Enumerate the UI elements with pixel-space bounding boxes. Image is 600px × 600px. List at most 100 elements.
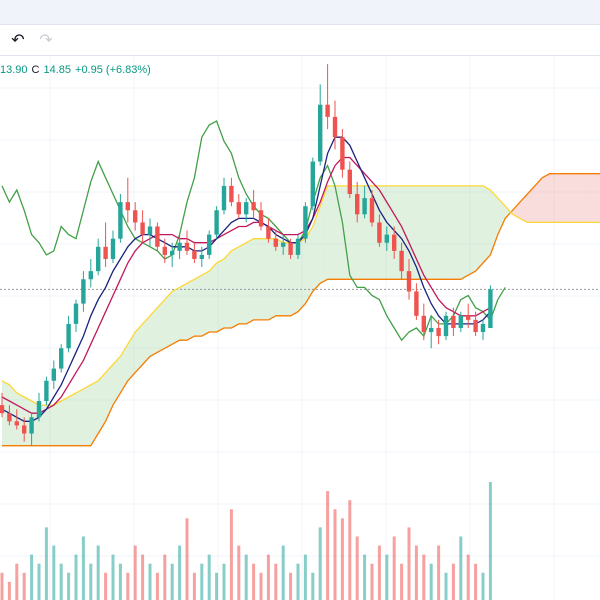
candle-body	[192, 250, 197, 259]
cloud-segment	[53, 401, 62, 446]
volume-bar	[141, 554, 145, 600]
cloud-segment	[283, 242, 291, 316]
volume-bar	[400, 563, 404, 600]
volume-bar	[148, 563, 152, 600]
candle-body	[236, 202, 241, 215]
candle-body	[451, 315, 456, 328]
candle-body	[399, 250, 404, 272]
volume-bar	[15, 563, 19, 600]
candle-body	[177, 242, 182, 251]
candle-body	[369, 198, 375, 223]
candle-body	[44, 380, 49, 402]
volume-bar	[348, 500, 352, 600]
candle-body	[147, 226, 153, 235]
volume-bar	[281, 545, 285, 600]
volume-bar	[474, 563, 478, 600]
cloud-segment	[194, 275, 202, 337]
cloud-segment	[90, 380, 99, 446]
candle-body	[29, 417, 34, 434]
candle-body	[488, 289, 493, 328]
cloud-segment	[113, 356, 121, 406]
volume-bar	[185, 518, 189, 600]
volume-bar	[363, 554, 367, 600]
volume-bar	[252, 563, 256, 600]
candle-body	[0, 405, 5, 414]
volume-bar	[392, 536, 396, 600]
volume-bar	[237, 545, 241, 600]
chart-toolbar: ↶ ↷	[0, 25, 600, 56]
cloud-segment	[68, 392, 76, 446]
candle-body	[155, 226, 160, 247]
candle-body	[118, 202, 123, 239]
cloud-segment	[298, 238, 306, 312]
cloud-segment	[483, 185, 491, 264]
volume-bar	[104, 572, 108, 600]
volume-bar	[52, 545, 56, 600]
candle-body	[392, 234, 397, 251]
volume-bar	[229, 509, 233, 600]
candle-body	[436, 327, 441, 337]
volume-bar	[414, 545, 418, 600]
cloud-segment	[520, 194, 528, 223]
legend-close-value: 14.85	[43, 64, 72, 76]
volume-bar	[326, 491, 330, 600]
volume-bar	[429, 563, 433, 600]
legend-change: +0.95 (+6.83%)	[75, 64, 151, 76]
cloud-segment	[342, 185, 350, 280]
volume-bar	[340, 518, 344, 600]
volume-bar	[370, 563, 374, 600]
cloud-segment	[135, 323, 143, 373]
cloud-segment	[127, 332, 136, 381]
candle-body	[207, 234, 212, 255]
cloud-segment	[98, 372, 106, 434]
volume-bar	[81, 536, 85, 600]
undo-arrow-icon[interactable]: ↶	[11, 32, 25, 49]
ohlc-legend: 13.90 C 14.85 +0.95 (+6.83%)	[0, 64, 155, 76]
candle-body	[73, 303, 79, 324]
candle-body	[466, 315, 471, 320]
cloud-segment	[46, 405, 54, 446]
candle-body	[347, 169, 352, 195]
candle-body	[51, 368, 56, 381]
volume-bar	[89, 563, 93, 600]
cloud-segment	[83, 384, 91, 446]
volume-bar	[259, 572, 263, 600]
candle-body	[59, 348, 64, 369]
cloud-segment	[527, 185, 535, 223]
candle-body	[288, 242, 293, 255]
cloud-segment	[275, 238, 284, 316]
cloud-segment	[201, 271, 210, 337]
candle-body	[221, 185, 227, 211]
volume-bar	[311, 572, 315, 600]
cloud-segment	[557, 173, 565, 223]
cloud-segment	[290, 242, 298, 316]
top-strip	[0, 0, 600, 25]
volume-bar	[30, 554, 34, 600]
volume-bar	[451, 563, 455, 600]
cloud-segment	[187, 279, 195, 341]
volume-bar	[74, 554, 78, 600]
candle-body	[384, 234, 389, 243]
candle-body	[88, 271, 93, 280]
cloud-segment	[305, 226, 313, 304]
cloud-segment	[209, 263, 217, 333]
cloud-segment	[335, 185, 343, 280]
candles	[0, 64, 493, 446]
candle-body	[14, 421, 19, 426]
redo-arrow-icon[interactable]: ↷	[39, 32, 53, 49]
candle-body	[184, 242, 190, 251]
volume-bar	[118, 563, 122, 600]
price-chart[interactable]	[0, 56, 600, 600]
candle-body	[355, 194, 360, 215]
volume-bar	[96, 545, 100, 600]
cloud-segment	[320, 185, 328, 284]
candle-body	[458, 315, 463, 328]
volume-bar	[318, 527, 322, 600]
volume-bar	[289, 572, 293, 600]
cloud-segment	[253, 238, 261, 320]
cloud-segment	[105, 364, 113, 422]
volume-bar	[37, 563, 41, 600]
cloud-segment	[142, 315, 150, 365]
candle-body	[325, 104, 330, 117]
candle-body	[473, 319, 478, 333]
